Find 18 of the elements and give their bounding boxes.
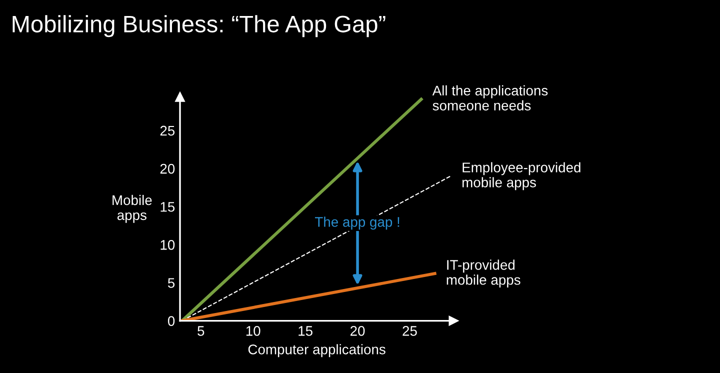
y-axis-title: Mobile apps xyxy=(112,194,152,223)
x-tick-label: 5 xyxy=(198,326,204,336)
x-tick-label: 20 xyxy=(350,326,365,336)
y-tick-label: 10 xyxy=(160,240,175,250)
y-tick-label: 5 xyxy=(168,278,175,288)
chart-title: Mobilizing Business: “The App Gap” xyxy=(12,15,386,38)
y-tick-label: 15 xyxy=(160,202,175,212)
series-label: Employee-provided mobile apps xyxy=(462,162,580,190)
x-tick-label: 10 xyxy=(246,326,260,336)
x-axis-title: Computer applications xyxy=(248,344,386,358)
y-tick-label: 20 xyxy=(160,164,175,174)
x-tick-label: 15 xyxy=(298,326,312,336)
x-tick-label: 25 xyxy=(402,326,417,336)
series-label: IT-provided mobile apps xyxy=(446,260,520,288)
series-label: All the applications someone needs xyxy=(432,85,548,110)
annotation: The app gap ! xyxy=(314,216,400,230)
y-tick-label: 0 xyxy=(168,316,175,326)
y-tick-label: 25 xyxy=(160,126,175,136)
